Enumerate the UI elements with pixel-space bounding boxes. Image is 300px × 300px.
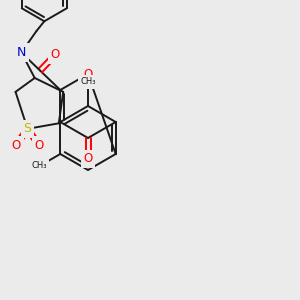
Text: N: N <box>17 46 26 59</box>
Text: CH₃: CH₃ <box>32 161 47 170</box>
Text: S: S <box>23 122 32 135</box>
Text: O: O <box>51 48 60 61</box>
Text: O: O <box>11 139 21 152</box>
Text: CH₃: CH₃ <box>80 77 96 86</box>
Text: O: O <box>34 139 43 152</box>
Text: O: O <box>83 68 93 80</box>
Text: O: O <box>83 152 93 166</box>
